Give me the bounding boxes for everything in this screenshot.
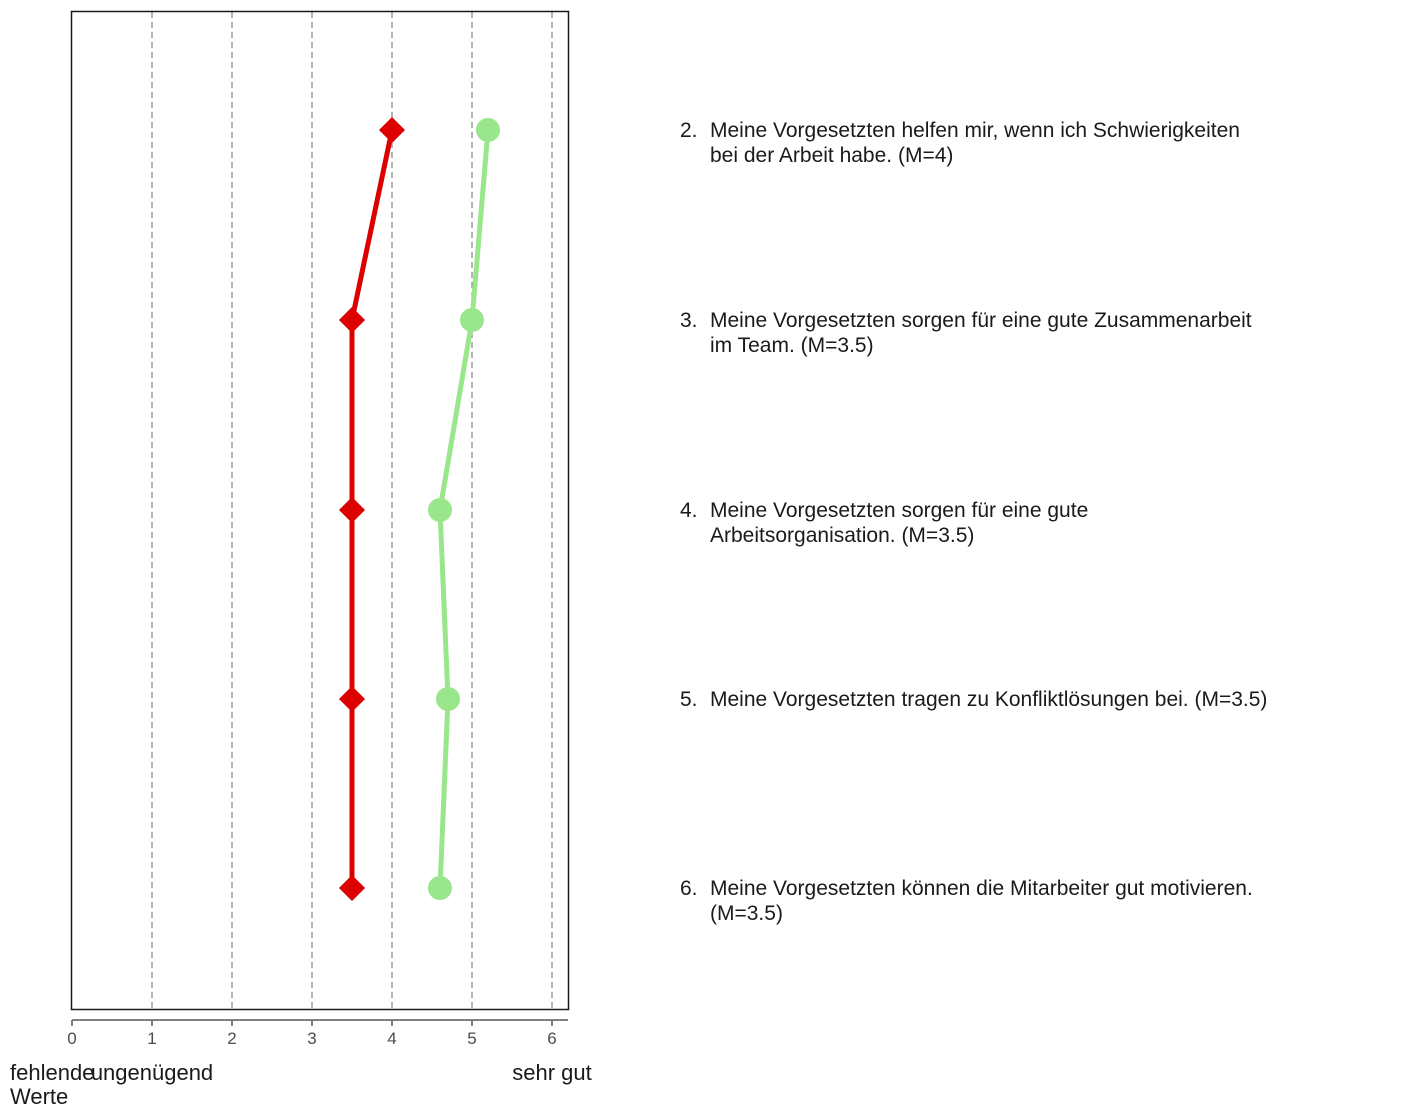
series-2-marker	[460, 308, 484, 332]
grid-lines	[151, 12, 553, 1009]
item-number: 4.	[680, 499, 698, 522]
item-statement: Meine Vorgesetzten können die Mitarbeite…	[710, 877, 1253, 925]
series-1-marker	[339, 307, 365, 333]
item-number: 2.	[680, 119, 698, 142]
item-statement-line: Arbeitsorganisation. (M=3.5)	[710, 524, 974, 547]
series-2-marker	[436, 687, 460, 711]
series-1-marker	[339, 875, 365, 901]
x-tick-label: 0	[67, 1029, 76, 1048]
plot-frame	[70, 10, 570, 1011]
item-statement-line: Meine Vorgesetzten können die Mitarbeite…	[710, 877, 1253, 900]
x-tick-label: 5	[467, 1029, 476, 1048]
item-statement: Meine Vorgesetzten sorgen für eine gute …	[710, 309, 1252, 357]
x-tick-label: 6	[547, 1029, 556, 1048]
x-anchor-label-line: fehlende	[10, 1060, 94, 1085]
item-statement-line: (M=3.5)	[710, 902, 783, 925]
series-2-marker	[428, 876, 452, 900]
item-number: 3.	[680, 309, 698, 332]
item-statement-line: bei der Arbeit habe. (M=4)	[710, 144, 953, 167]
series-2-marker	[428, 498, 452, 522]
x-tick-label: 4	[387, 1029, 396, 1048]
x-anchor-label-line: Werte	[10, 1084, 68, 1108]
series-1-marker	[339, 686, 365, 712]
series-2-marker	[476, 118, 500, 142]
x-tick-label: 3	[307, 1029, 316, 1048]
x-anchor-label-line: sehr gut	[512, 1060, 592, 1085]
x-anchor-label: sehr gut	[512, 1060, 592, 1085]
item-number: 5.	[680, 688, 698, 711]
item-number: 6.	[680, 877, 698, 900]
item-statement: Meine Vorgesetzten sorgen für eine gute A…	[710, 499, 1088, 547]
item-statement-line: Meine Vorgesetzten tragen zu Konfliktlös…	[710, 688, 1267, 711]
x-tick-label: 2	[227, 1029, 236, 1048]
item-statement-line: im Team. (M=3.5)	[710, 334, 874, 357]
x-anchor-label: fehlende Werte	[10, 1060, 94, 1108]
item-statement: Meine Vorgesetzten helfen mir, wenn ich …	[710, 119, 1240, 167]
series-1-marker	[339, 497, 365, 523]
x-anchor-label-line: ungenügend	[91, 1060, 213, 1085]
series-layer	[339, 117, 500, 901]
item-statement-line: Meine Vorgesetzten helfen mir, wenn ich …	[710, 119, 1240, 142]
x-tick-label: 1	[147, 1029, 156, 1048]
x-anchor-label: ungenügend	[91, 1060, 213, 1085]
item-statement-line: Meine Vorgesetzten sorgen für eine gute	[710, 499, 1088, 522]
item-statement: Meine Vorgesetzten tragen zu Konfliktlös…	[710, 688, 1267, 711]
series-1-marker	[379, 117, 405, 143]
item-labels: 2. Meine Vorgesetzten helfen mir, wenn ic…	[680, 119, 1267, 925]
item-statement-line: Meine Vorgesetzten sorgen für eine gute …	[710, 309, 1252, 332]
